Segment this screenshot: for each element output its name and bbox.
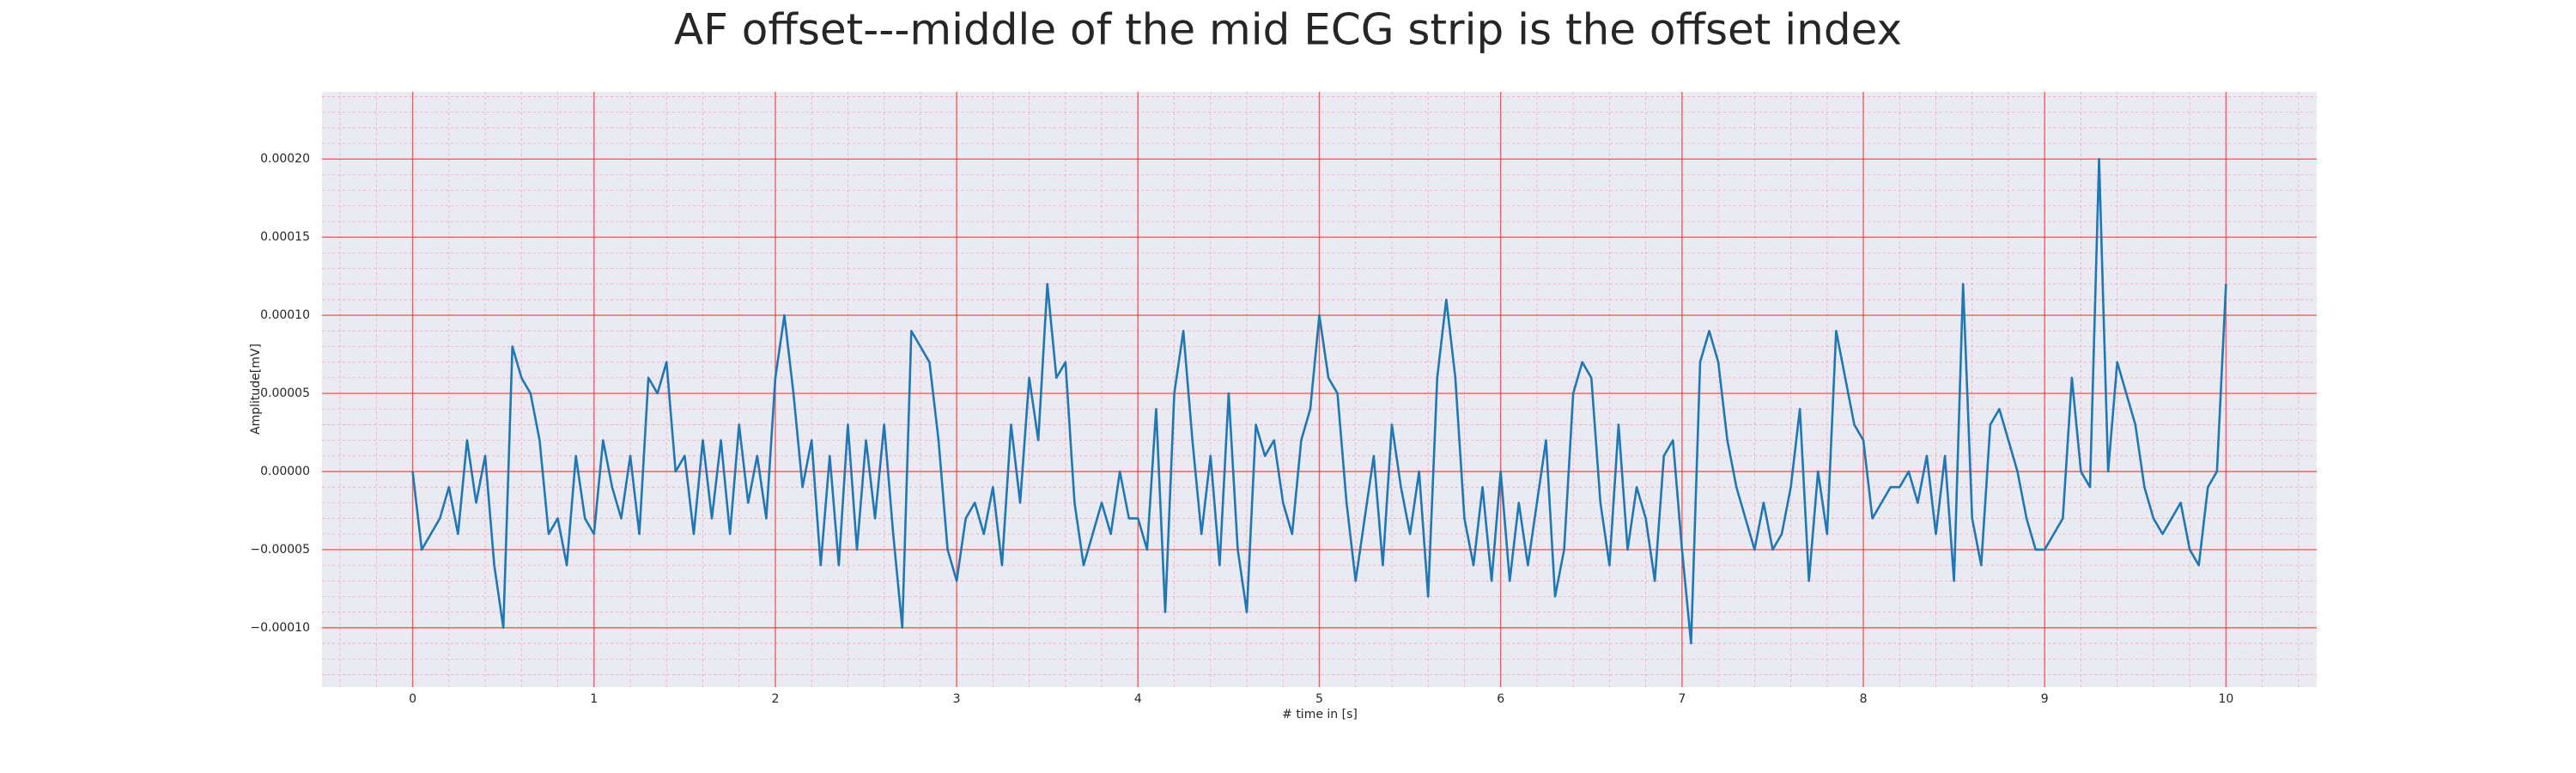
y-tick-label: −0.00010 [250,621,310,635]
y-tick-label: 0.00010 [260,308,310,322]
x-tick-label: 10 [2218,692,2233,706]
y-tick-label: −0.00005 [250,543,310,557]
y-tick-label: 0.00000 [260,465,310,478]
x-tick-label: 1 [590,692,598,706]
x-axis-label: # time in [s] [1282,708,1358,721]
x-tick-label: 0 [409,692,416,706]
y-tick-label: 0.00020 [260,152,310,166]
x-tick-label: 4 [1134,692,1142,706]
x-tick-label: 3 [953,692,961,706]
x-tick-label: 8 [1860,692,1868,706]
y-tick-label: 0.00015 [260,230,310,244]
y-tick-label: 0.00005 [260,386,310,400]
x-tick-label: 9 [2041,692,2049,706]
signal-line [411,157,2227,645]
x-tick-label: 5 [1315,692,1323,706]
chart-title: AF offset---middle of the mid ECG strip … [674,5,1902,55]
x-tick-label: 7 [1678,692,1686,706]
y-axis-label: Amplitude[mV] [249,344,263,435]
x-tick-label: 2 [771,692,779,706]
x-tick-label: 6 [1497,692,1504,706]
